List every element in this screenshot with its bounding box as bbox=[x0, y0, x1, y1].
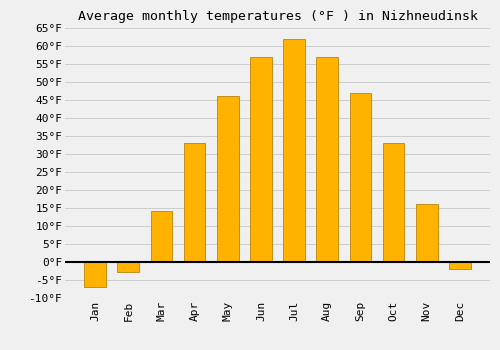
Bar bbox=[383, 143, 404, 261]
Bar bbox=[217, 96, 238, 261]
Bar bbox=[284, 39, 305, 261]
Title: Average monthly temperatures (°F ) in Nizhneudinsk: Average monthly temperatures (°F ) in Ni… bbox=[78, 10, 477, 23]
Bar bbox=[84, 261, 106, 287]
Bar bbox=[449, 261, 470, 269]
Bar bbox=[416, 204, 438, 261]
Bar bbox=[350, 93, 371, 261]
Bar bbox=[150, 211, 172, 261]
Bar bbox=[184, 143, 206, 261]
Bar bbox=[250, 57, 272, 261]
Bar bbox=[118, 261, 139, 272]
Bar bbox=[316, 57, 338, 261]
